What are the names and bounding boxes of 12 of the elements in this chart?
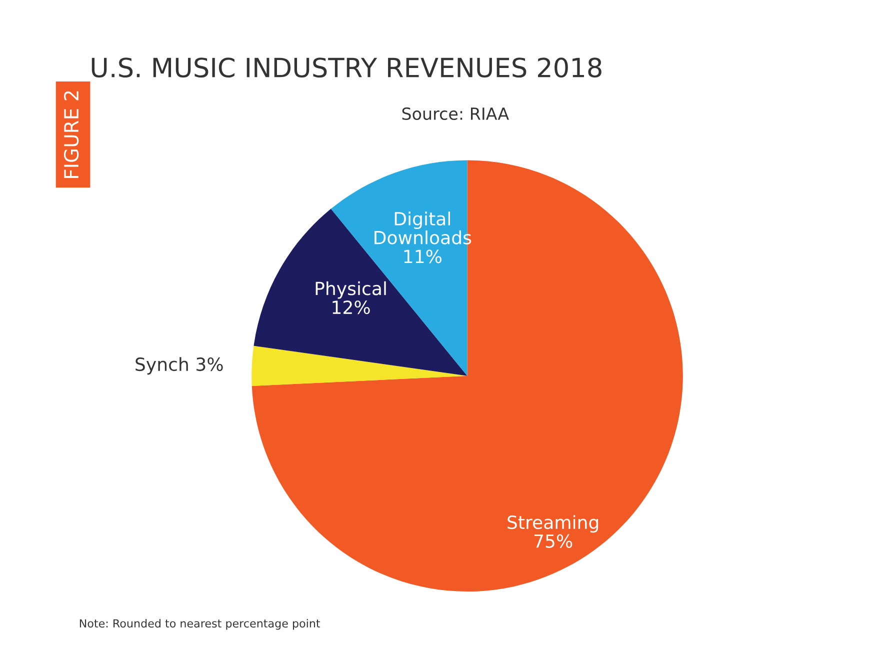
data-label: 75% — [534, 534, 572, 548]
data-label: 12% — [332, 300, 370, 314]
slice-label: Synch 3% — [136, 357, 223, 375]
chart-subtitle: Source: RIAA — [402, 107, 509, 120]
pie-slice — [252, 346, 468, 386]
data-label: 11% — [404, 250, 442, 264]
slice-label: Physical — [316, 281, 386, 299]
text: Note: Rounded to nearest percentage point — [80, 618, 320, 630]
caption: FIGURE 2 — [64, 91, 79, 178]
slice-label: Streaming — [508, 515, 598, 533]
chart-title: U.S. MUSIC INDUSTRY REVENUES 2018 — [92, 58, 602, 78]
pie-slice — [252, 160, 683, 592]
